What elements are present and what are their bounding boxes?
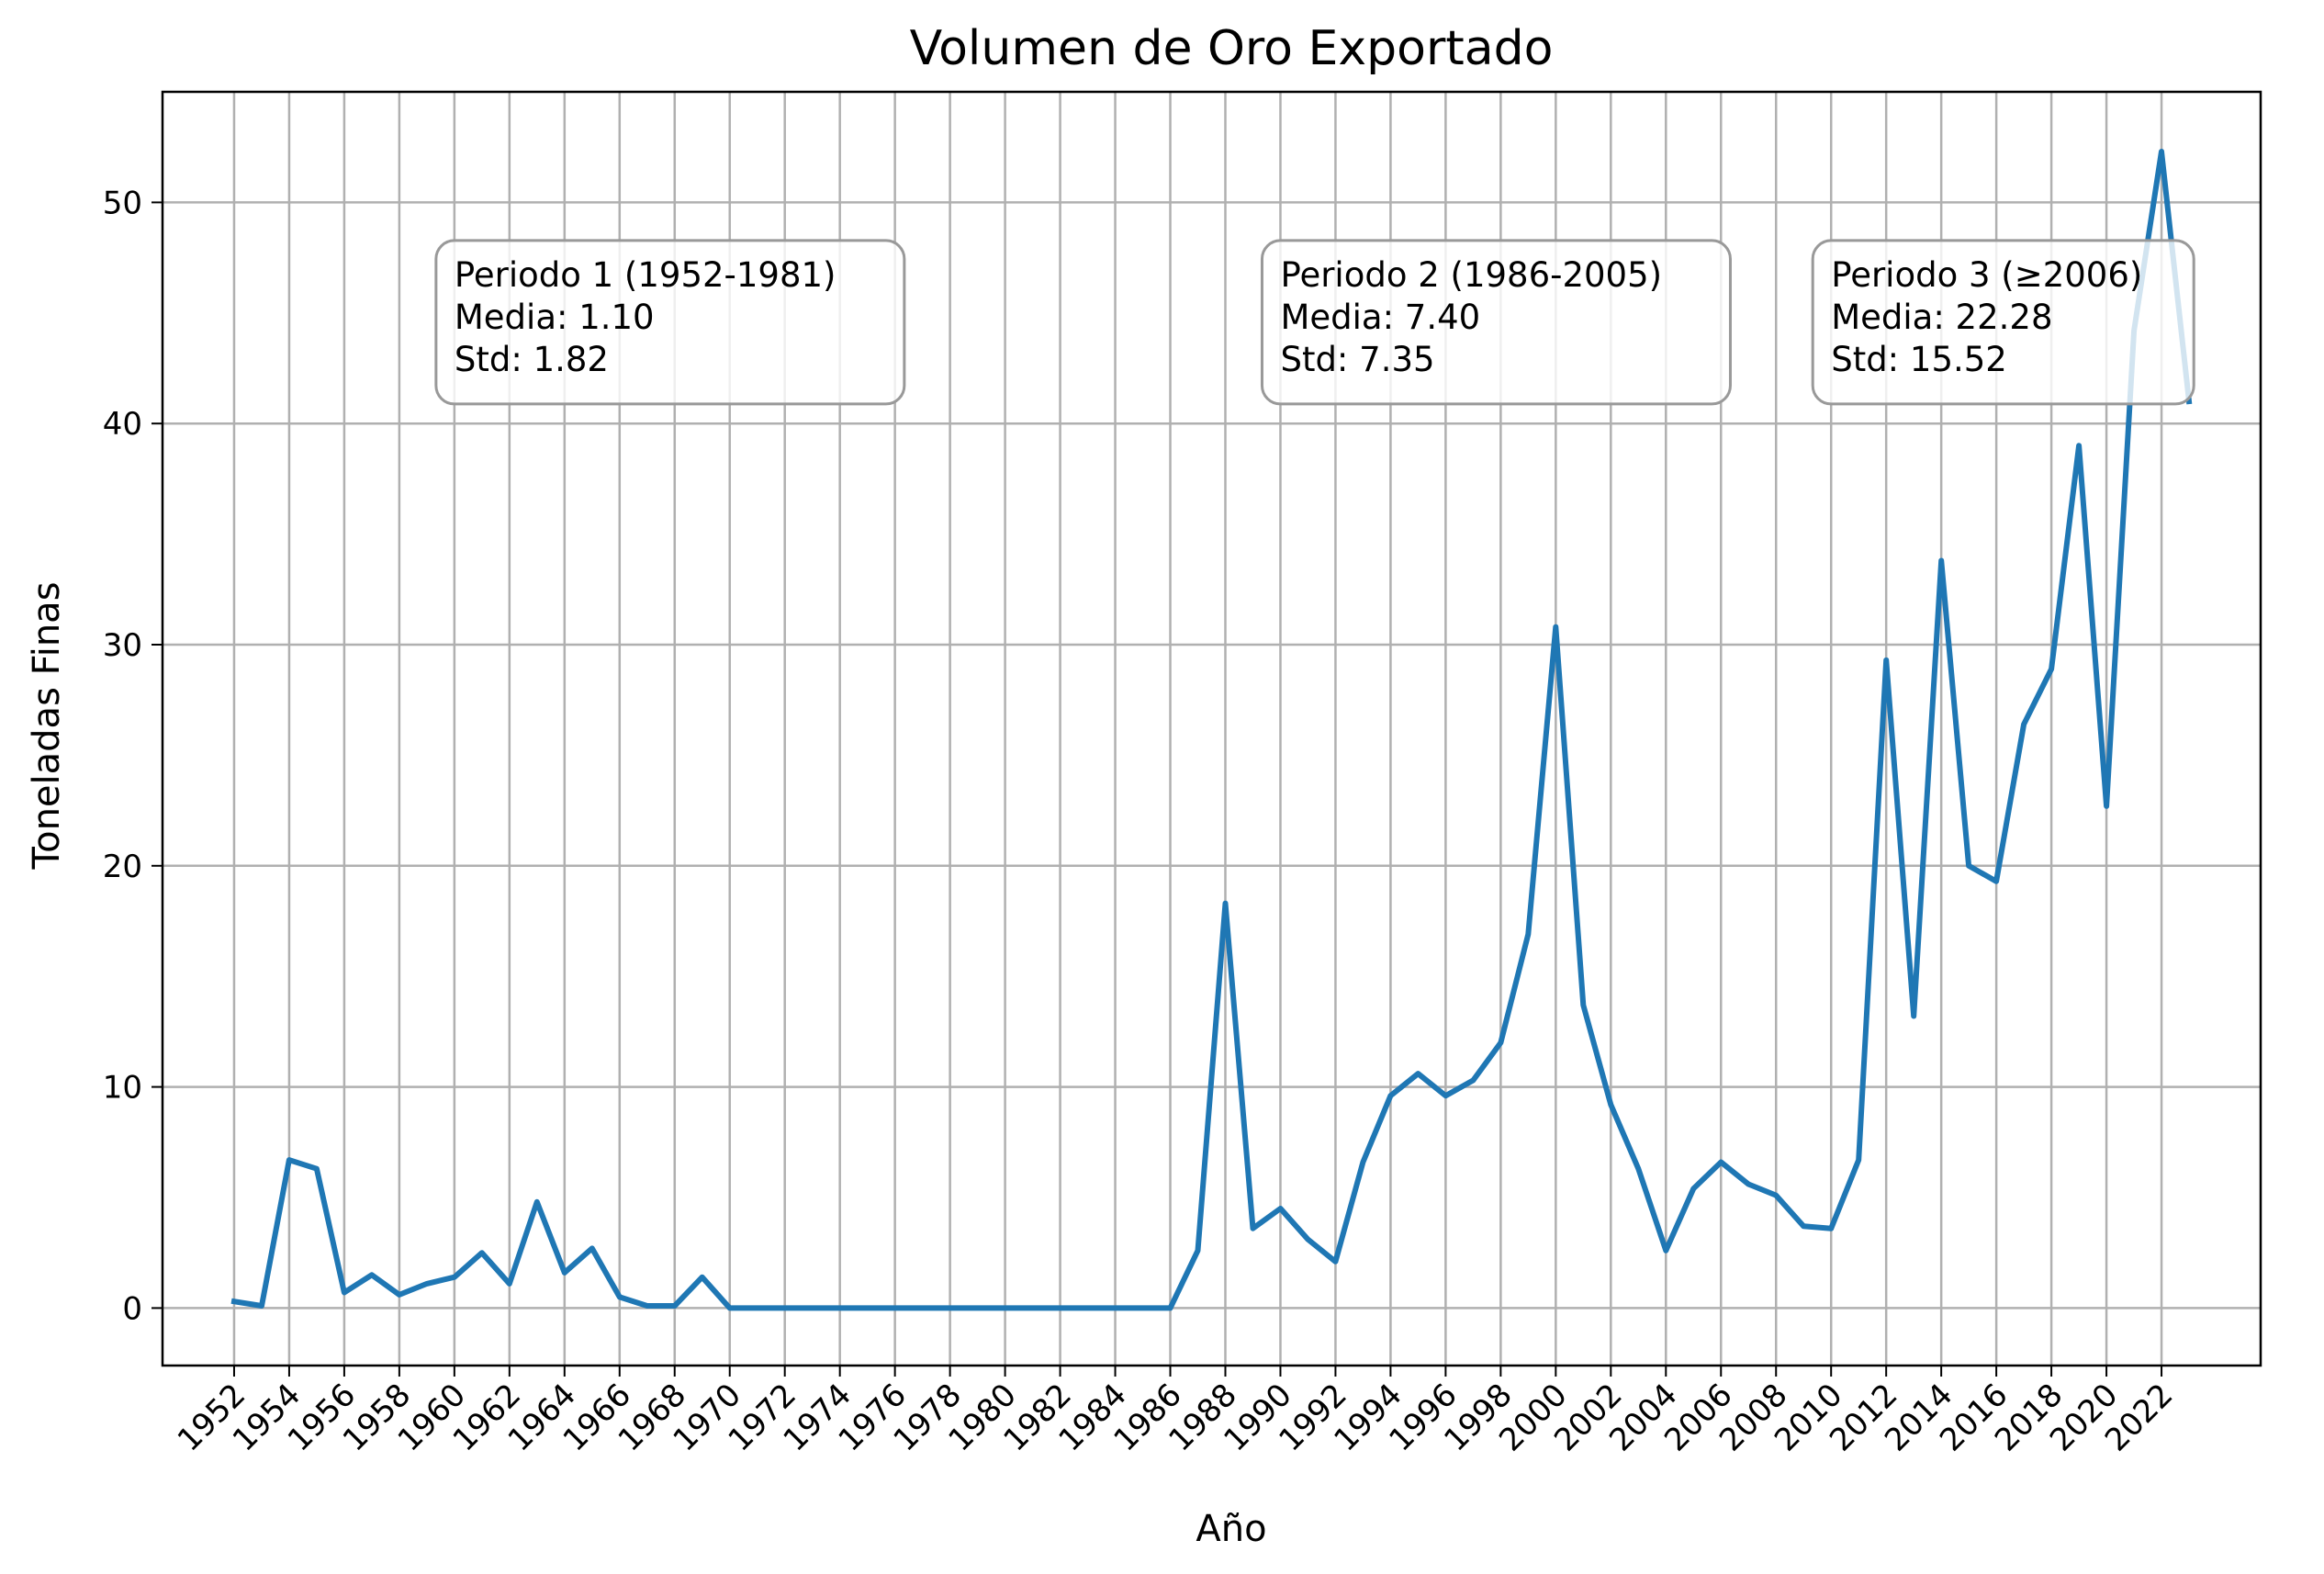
annotation-line: Media: 22.28 [1831, 298, 2052, 337]
annotation-line: Periodo 2 (1986-2005) [1280, 255, 1662, 295]
chart-title: Volumen de Oro Exportado [910, 21, 1554, 76]
annotation-line: Periodo 1 (1952-1981) [455, 255, 836, 295]
annotation-frame [1260, 239, 1732, 406]
annotation-line: Std: 1.82 [455, 340, 609, 379]
y-tick-label: 10 [103, 1070, 142, 1107]
y-tick-label: 50 [103, 185, 142, 221]
annotation-line: Std: 15.52 [1831, 340, 2007, 379]
series-line-0 [230, 149, 2193, 1311]
annotation-line: Std: 7.35 [1280, 340, 1434, 379]
series-layer [230, 149, 2193, 1311]
annotation-line: Media: 7.40 [1280, 298, 1480, 337]
y-tick-label: 20 [103, 849, 142, 885]
plot-frame [161, 90, 2262, 1367]
y-tick-label: 30 [103, 627, 142, 664]
y-axis-label: Toneladas Finas [26, 581, 68, 870]
y-tick-label: 40 [103, 406, 142, 443]
annotation-line: Media: 1.10 [455, 298, 655, 337]
annotation-frame [434, 239, 906, 406]
x-axis-label: Año [1196, 1508, 1266, 1550]
annotation-frame [1811, 239, 2195, 406]
annotation-line: Periodo 3 (≥2006) [1831, 255, 2142, 295]
y-tick-label: 0 [122, 1290, 142, 1327]
